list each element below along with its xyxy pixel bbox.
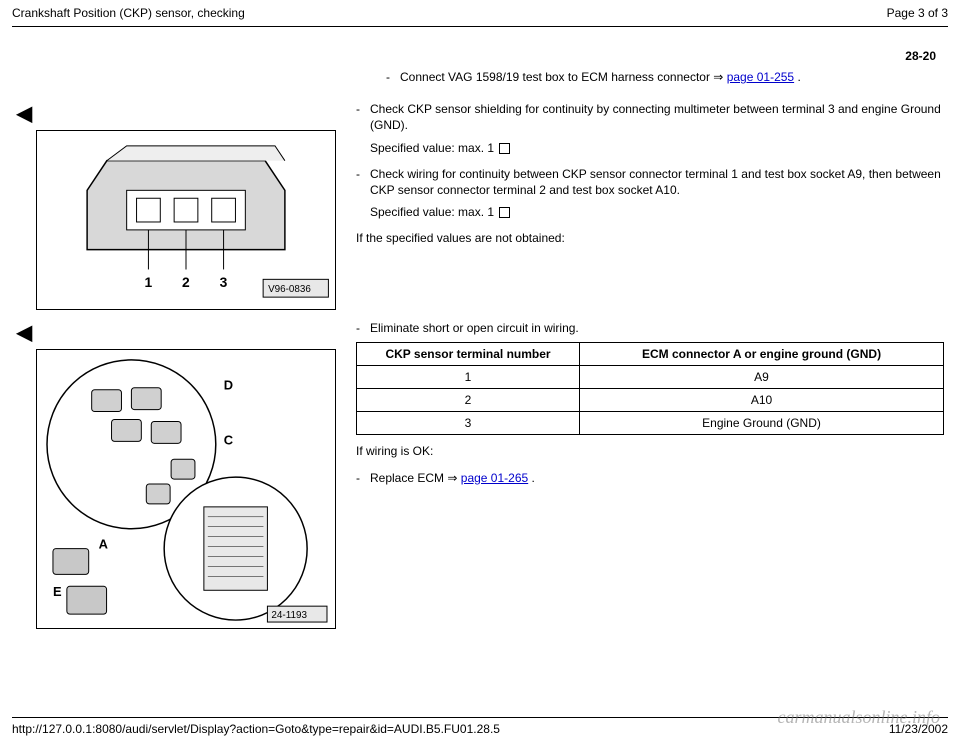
figure-test-box: D C B <box>36 349 336 629</box>
note-text: If the specified values are not obtained… <box>356 230 944 246</box>
label-c: C <box>224 433 233 448</box>
arrow-icon: ⇒ <box>447 471 457 485</box>
table-cell: 1 <box>357 366 580 389</box>
text: Replace ECM <box>370 471 447 485</box>
dash-icon: - <box>356 320 370 336</box>
dash-icon: - <box>356 166 370 182</box>
label-e: E <box>53 584 62 599</box>
ohm-icon <box>499 143 510 154</box>
arrow-left-icon: ◀ <box>16 320 38 345</box>
table-cell: Engine Ground (GND) <box>580 412 944 435</box>
dash-icon: - <box>356 470 370 486</box>
bullet-text: Check CKP sensor shielding for continuit… <box>370 101 944 133</box>
pin-3-label: 3 <box>220 274 228 290</box>
section-1: - Connect VAG 1598/19 test box to ECM ha… <box>16 69 944 91</box>
bullet-item: - Connect VAG 1598/19 test box to ECM ha… <box>386 69 944 85</box>
spec-value: Specified value: max. 1 <box>370 204 944 220</box>
content: - Connect VAG 1598/19 test box to ECM ha… <box>0 69 960 629</box>
figure-connector: 1 2 3 V96-0836 <box>36 130 336 310</box>
spec-value: Specified value: max. 1 <box>370 140 944 156</box>
text: Connect VAG 1598/19 test box to ECM harn… <box>400 70 713 84</box>
table-header: ECM connector A or engine ground (GND) <box>580 343 944 366</box>
footer-url: http://127.0.0.1:8080/audi/servlet/Displ… <box>12 722 500 736</box>
bullet-item: - Check wiring for continuity between CK… <box>356 166 944 198</box>
table-header: CKP sensor terminal number <box>357 343 580 366</box>
table-cell: 2 <box>357 389 580 412</box>
table-row: 3 Engine Ground (GND) <box>357 412 944 435</box>
bullet-text: Connect VAG 1598/19 test box to ECM harn… <box>400 69 944 85</box>
page-link[interactable]: page 01-265 <box>461 471 528 485</box>
pin-2-label: 2 <box>182 274 190 290</box>
table-row: 1 A9 <box>357 366 944 389</box>
figure-label: 24-1193 <box>271 610 307 621</box>
text: . <box>797 70 800 84</box>
bullet-text: Replace ECM ⇒ page 01-265 . <box>370 470 944 486</box>
page-footer: http://127.0.0.1:8080/audi/servlet/Displ… <box>0 713 960 742</box>
page-header: Crankshaft Position (CKP) sensor, checki… <box>0 0 960 24</box>
text: Specified value: max. 1 <box>370 205 497 219</box>
connector-illustration: 1 2 3 V96-0836 <box>37 131 335 309</box>
footer-rule <box>12 717 948 718</box>
ohm-icon <box>499 207 510 218</box>
text: Specified value: max. 1 <box>370 141 497 155</box>
footer-date: 11/23/2002 <box>889 722 948 736</box>
test-box-illustration: D C B <box>37 350 335 628</box>
table-row: 2 A10 <box>357 389 944 412</box>
table-cell: A10 <box>580 389 944 412</box>
dash-icon: - <box>386 69 400 85</box>
note-text: If wiring is OK: <box>356 443 944 459</box>
page-link[interactable]: page 01-255 <box>727 70 794 84</box>
text: . <box>532 471 535 485</box>
bullet-item: - Replace ECM ⇒ page 01-265 . <box>356 470 944 486</box>
terminal-mapping-table: CKP sensor terminal number ECM connector… <box>356 342 944 435</box>
bullet-item: - Eliminate short or open circuit in wir… <box>356 320 944 336</box>
arrow-left-icon: ◀ <box>16 101 38 126</box>
bullet-item: - Check CKP sensor shielding for continu… <box>356 101 944 133</box>
table-cell: A9 <box>580 366 944 389</box>
table-header-row: CKP sensor terminal number ECM connector… <box>357 343 944 366</box>
doc-title: Crankshaft Position (CKP) sensor, checki… <box>12 6 245 20</box>
page-number: 28-20 <box>0 27 960 69</box>
section-3: ◀ D C <box>16 320 944 629</box>
table-cell: 3 <box>357 412 580 435</box>
page-of: Page 3 of 3 <box>887 6 948 20</box>
dash-icon: - <box>356 101 370 117</box>
bullet-text: Eliminate short or open circuit in wirin… <box>370 320 944 336</box>
section-2: ◀ 1 2 3 <box>16 101 944 310</box>
bullet-text: Check wiring for continuity between CKP … <box>370 166 944 198</box>
label-d: D <box>224 378 233 393</box>
pin-1-label: 1 <box>144 274 152 290</box>
figure-label: V96-0836 <box>268 284 311 295</box>
label-a: A <box>99 537 108 552</box>
arrow-icon: ⇒ <box>713 70 723 84</box>
